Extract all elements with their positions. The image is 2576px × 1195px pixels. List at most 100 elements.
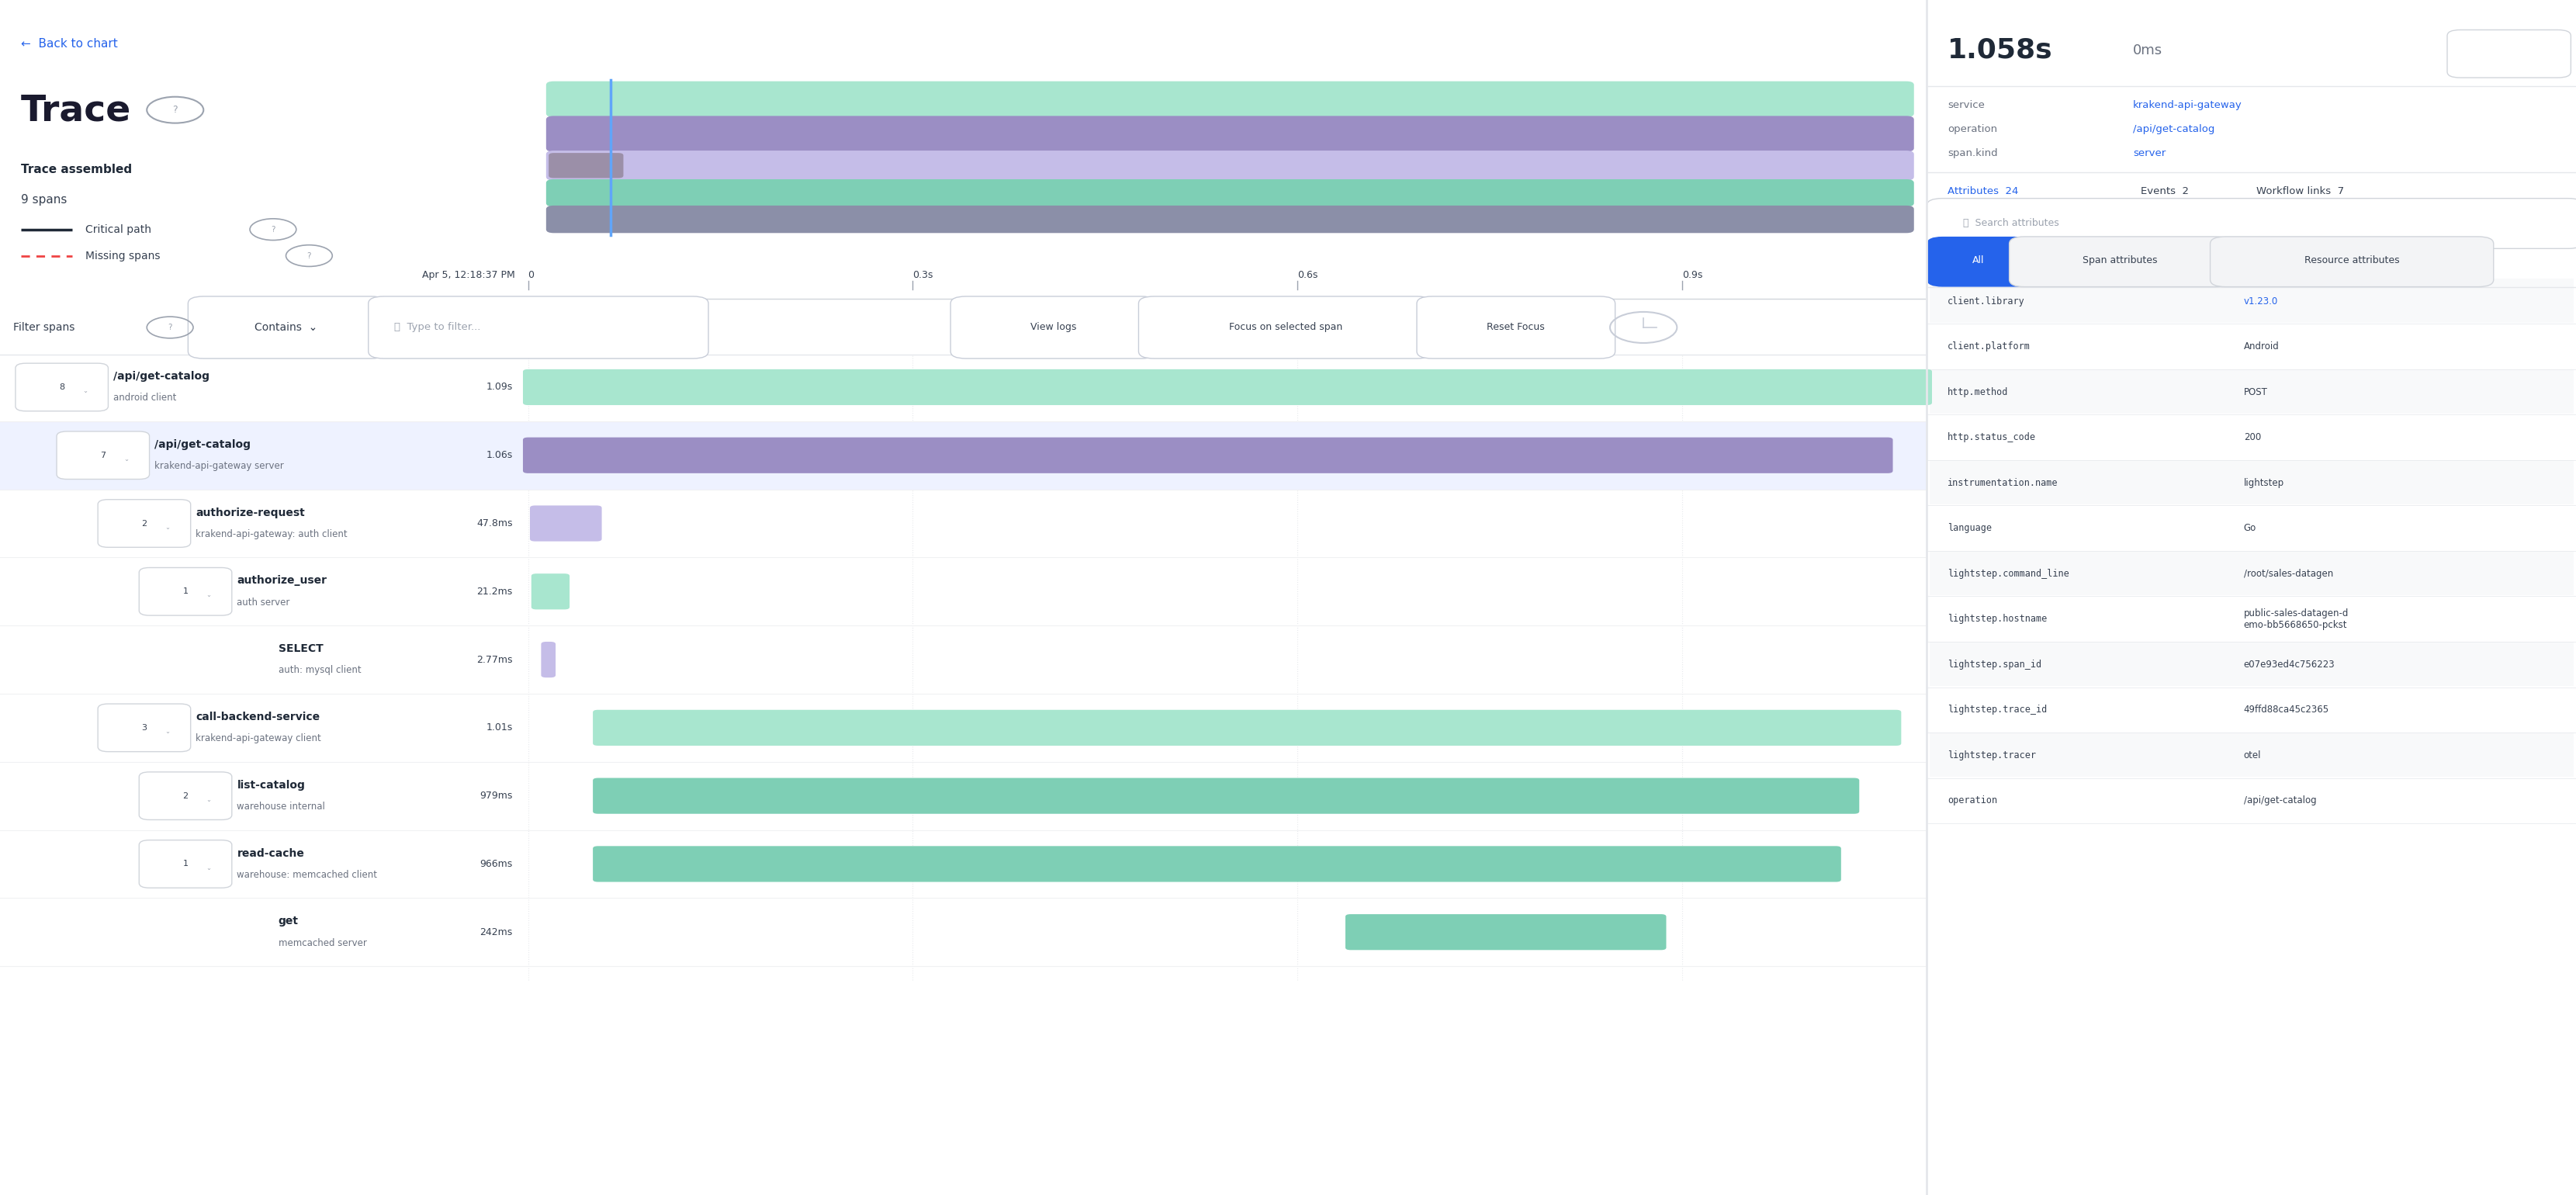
Text: ⌄: ⌄ (165, 728, 170, 735)
Text: 21.2ms: 21.2ms (477, 587, 513, 596)
Text: lightstep.command_line: lightstep.command_line (1947, 569, 2069, 578)
Text: 3: 3 (142, 724, 147, 731)
Text: /api/get-catalog: /api/get-catalog (155, 439, 250, 451)
Text: 🔍  Type to filter...: 🔍 Type to filter... (394, 323, 482, 332)
FancyBboxPatch shape (98, 704, 191, 752)
Text: ⌄: ⌄ (82, 387, 88, 394)
Text: /api/get-catalog: /api/get-catalog (113, 370, 209, 382)
FancyBboxPatch shape (2447, 30, 2571, 78)
FancyBboxPatch shape (1929, 369, 2573, 413)
Text: 0.9s: 0.9s (1682, 270, 1703, 280)
Text: lightstep: lightstep (2244, 478, 2285, 488)
Text: authorize_user: authorize_user (237, 575, 327, 587)
Text: client.platform: client.platform (1947, 342, 2030, 351)
Text: language: language (1947, 523, 1991, 533)
Text: operation: operation (1947, 796, 1996, 805)
Text: Go: Go (2244, 523, 2257, 533)
Text: instrumentation.name: instrumentation.name (1947, 478, 2058, 488)
FancyBboxPatch shape (98, 500, 191, 547)
FancyBboxPatch shape (1929, 415, 2573, 459)
FancyBboxPatch shape (368, 296, 708, 358)
FancyBboxPatch shape (1929, 460, 2573, 504)
Text: auth server: auth server (237, 598, 291, 607)
Text: Apr 5, 12:18:37 PM: Apr 5, 12:18:37 PM (422, 270, 515, 280)
Text: server: server (2133, 148, 2166, 158)
Text: All: All (1973, 256, 1984, 265)
Text: v1.23.0: v1.23.0 (2244, 296, 2277, 306)
Text: 1.06s: 1.06s (487, 451, 513, 460)
Text: 8: 8 (59, 384, 64, 391)
FancyBboxPatch shape (1929, 733, 2573, 777)
Text: call-backend-service: call-backend-service (196, 711, 319, 723)
Text: public-sales-datagen-d
emo-bb5668650-pckst: public-sales-datagen-d emo-bb5668650-pck… (2244, 608, 2349, 630)
Text: 966ms: 966ms (479, 859, 513, 869)
Text: 0ms: 0ms (2133, 43, 2161, 57)
Text: 49ffd88ca45c2365: 49ffd88ca45c2365 (2244, 705, 2329, 715)
Text: lightstep.trace_id: lightstep.trace_id (1947, 705, 2048, 715)
Text: warehouse: memcached client: warehouse: memcached client (237, 870, 379, 880)
Text: 0.3s: 0.3s (912, 270, 933, 280)
Text: 1: 1 (183, 860, 188, 868)
Text: android client: android client (113, 393, 178, 403)
FancyBboxPatch shape (188, 296, 386, 358)
FancyBboxPatch shape (546, 116, 1914, 152)
Text: 1.058s: 1.058s (1947, 37, 2053, 63)
Text: ↑ Share: ↑ Share (2488, 49, 2530, 59)
Text: krakend-api-gateway client: krakend-api-gateway client (196, 734, 322, 743)
FancyBboxPatch shape (546, 206, 1914, 233)
Text: krakend-api-gateway: krakend-api-gateway (2133, 100, 2241, 110)
Text: Contains  ⌄: Contains ⌄ (255, 321, 317, 333)
FancyBboxPatch shape (139, 840, 232, 888)
Text: 242ms: 242ms (479, 927, 513, 937)
Text: 1: 1 (183, 588, 188, 595)
FancyBboxPatch shape (951, 296, 1157, 358)
Text: 47.8ms: 47.8ms (477, 519, 513, 528)
Text: otel: otel (2244, 750, 2262, 760)
FancyBboxPatch shape (1929, 687, 2573, 731)
Text: ⌄: ⌄ (206, 796, 211, 803)
Text: auth: mysql client: auth: mysql client (278, 666, 361, 675)
Text: Trace: Trace (21, 93, 131, 129)
Text: authorize-request: authorize-request (196, 507, 304, 519)
Text: Span attributes: Span attributes (2081, 256, 2159, 265)
FancyBboxPatch shape (1345, 914, 1667, 950)
Text: warehouse internal: warehouse internal (237, 802, 325, 811)
Text: e07e93ed4c756223: e07e93ed4c756223 (2244, 660, 2334, 669)
FancyBboxPatch shape (1927, 237, 2030, 287)
Text: 2: 2 (142, 520, 147, 527)
Text: 1.09s: 1.09s (487, 382, 513, 392)
Text: View logs: View logs (1030, 323, 1077, 332)
Text: ⌄: ⌄ (206, 592, 211, 599)
Text: Workflow links  7: Workflow links 7 (2257, 186, 2344, 196)
Text: ?: ? (167, 324, 173, 331)
FancyBboxPatch shape (57, 431, 149, 479)
Text: ?: ? (307, 252, 312, 259)
FancyBboxPatch shape (1929, 324, 2573, 368)
Text: Missing spans: Missing spans (85, 250, 160, 262)
Text: service: service (1947, 100, 1984, 110)
Text: ⌄: ⌄ (206, 864, 211, 871)
Text: Attributes  24: Attributes 24 (1947, 186, 2020, 196)
Text: list-catalog: list-catalog (237, 779, 304, 791)
Text: /api/get-catalog: /api/get-catalog (2244, 796, 2316, 805)
FancyBboxPatch shape (1929, 642, 2573, 686)
Text: 200: 200 (2244, 433, 2262, 442)
Text: Critical path: Critical path (85, 223, 152, 235)
Text: 🔍  Search attributes: 🔍 Search attributes (1963, 219, 2058, 228)
Text: Android: Android (2244, 342, 2280, 351)
Text: lightstep.tracer: lightstep.tracer (1947, 750, 2035, 760)
Text: read-cache: read-cache (237, 847, 304, 859)
Text: client.library: client.library (1947, 296, 2025, 306)
FancyBboxPatch shape (2009, 237, 2231, 287)
Text: http.status_code: http.status_code (1947, 433, 2035, 442)
FancyBboxPatch shape (523, 369, 1932, 405)
Text: SELECT: SELECT (278, 643, 322, 655)
FancyBboxPatch shape (531, 505, 603, 541)
Text: lightstep.hostname: lightstep.hostname (1947, 614, 2048, 624)
Text: lightstep.span_id: lightstep.span_id (1947, 660, 2040, 669)
FancyBboxPatch shape (546, 151, 1914, 180)
FancyBboxPatch shape (592, 778, 1860, 814)
FancyBboxPatch shape (15, 363, 108, 411)
Text: get: get (278, 915, 299, 927)
FancyBboxPatch shape (546, 179, 1914, 207)
